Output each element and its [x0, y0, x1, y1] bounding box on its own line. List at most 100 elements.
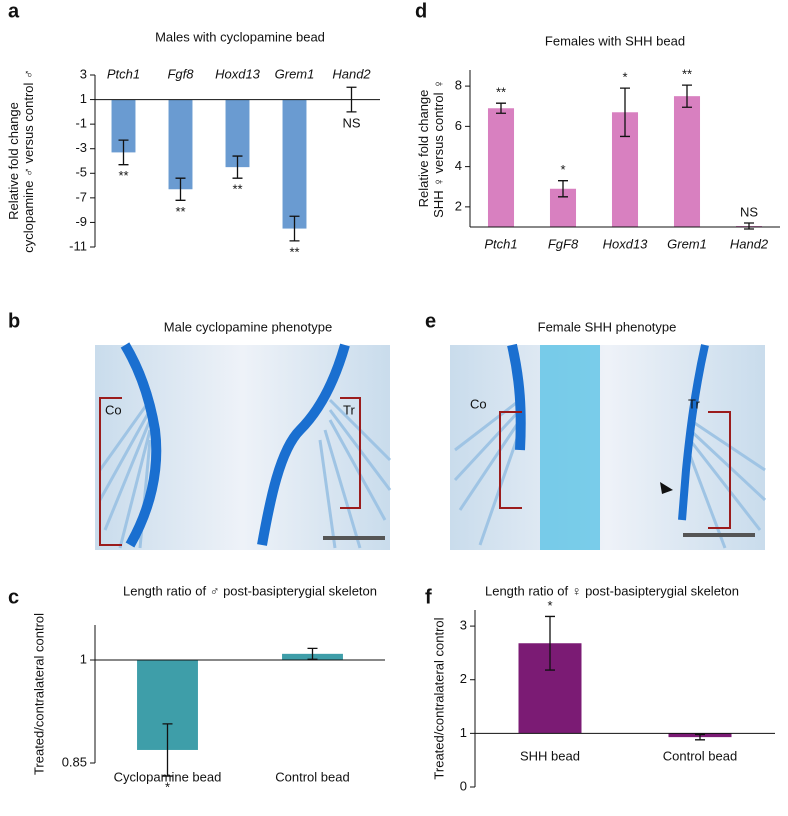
x-tick-label: Hand2 — [332, 66, 371, 81]
bracket — [99, 397, 122, 546]
panel-letter: e — [425, 310, 436, 332]
y-tick-label: 2 — [455, 198, 462, 213]
y-tick-label: -9 — [75, 214, 87, 229]
bone — [120, 342, 162, 548]
x-tick-label: Ptch1 — [107, 66, 140, 81]
y-tick-label: 3 — [460, 618, 467, 633]
chart-title: Length ratio of ♂ post-basipterygial ske… — [123, 583, 377, 598]
bar — [282, 99, 307, 229]
x-tick-label: Grem1 — [275, 66, 315, 81]
error-bar — [558, 180, 568, 198]
y-tick-label: 1 — [80, 91, 87, 106]
y-tick-label: 8 — [455, 78, 462, 93]
y-axis-label: Relative fold change — [6, 102, 21, 220]
error-bar — [289, 215, 300, 242]
photo-label: Tr — [343, 402, 355, 417]
error-bar — [545, 615, 555, 671]
significance-label: ** — [232, 182, 242, 197]
significance-label: * — [622, 70, 627, 85]
x-tick-label: Cyclopamine bead — [114, 769, 222, 784]
significance-label: ** — [289, 244, 299, 259]
y-tick-label: 1 — [80, 651, 87, 666]
photo-label: Co — [470, 396, 487, 411]
y-tick-label: 0 — [460, 778, 467, 793]
x-tick-label: Hoxd13 — [603, 236, 649, 251]
x-tick-label: Control bead — [663, 748, 737, 763]
x-tick-label: Hand2 — [730, 236, 769, 251]
error-bar — [118, 139, 129, 166]
error-bar — [232, 155, 243, 179]
significance-label: NS — [342, 115, 360, 130]
panel-letter: c — [8, 586, 19, 608]
error-bar — [620, 87, 630, 138]
bar — [673, 96, 701, 228]
bracket — [499, 411, 522, 509]
significance-label: NS — [740, 204, 758, 219]
y-axis-label: Treated/contralateral control — [31, 613, 46, 775]
chart-title: Females with SHH bead — [545, 33, 685, 48]
x-tick-label: Hoxd13 — [215, 66, 261, 81]
error-bar — [496, 102, 506, 114]
arrowhead — [660, 482, 673, 494]
error-bar — [162, 723, 173, 777]
y-axis-label: Relative fold change — [416, 90, 431, 208]
significance-label: ** — [175, 204, 185, 219]
panel-letter: b — [8, 310, 20, 332]
y-tick-label: -1 — [75, 116, 87, 131]
y-tick-label: -5 — [75, 165, 87, 180]
bracket — [708, 411, 731, 529]
photo — [450, 345, 765, 550]
error-bar — [695, 733, 705, 741]
y-tick-label: 3 — [80, 66, 87, 81]
photo-label: Tr — [688, 396, 700, 411]
y-tick-label: 0.85 — [62, 754, 87, 769]
panel-letter: f — [425, 586, 432, 608]
spine — [540, 345, 600, 550]
panel-letter: d — [415, 0, 427, 22]
y-tick-label: -11 — [69, 238, 87, 253]
y-axis-label: SHH ♀ versus control ♀ — [431, 79, 446, 218]
chart-title: Length ratio of ♀ post-basipterygial ske… — [485, 583, 739, 598]
significance-label: ** — [682, 67, 692, 82]
x-tick-label: FgF8 — [548, 236, 579, 251]
photo-b: b Male cyclopamine phenotype Co Tr — [8, 310, 392, 550]
bone — [507, 343, 526, 451]
significance-label: * — [165, 779, 170, 794]
y-axis-label: Treated/contralateral control — [431, 617, 446, 779]
x-tick-label: Grem1 — [667, 236, 707, 251]
error-bar — [307, 647, 318, 660]
x-tick-label: Ptch1 — [484, 236, 517, 251]
error-bar — [744, 222, 754, 230]
y-tick-label: -3 — [75, 140, 87, 155]
photo-e: e Female SHH phenotype Co Tr — [425, 310, 767, 550]
y-tick-label: 4 — [455, 158, 462, 173]
x-tick-label: Fgf8 — [167, 66, 194, 81]
bar — [111, 99, 136, 153]
significance-label: * — [547, 598, 552, 613]
chart-title: Males with cyclopamine bead — [155, 29, 325, 44]
bone — [678, 344, 709, 521]
y-tick-label: 6 — [455, 118, 462, 133]
significance-label: ** — [118, 168, 128, 183]
y-tick-label: -7 — [75, 189, 87, 204]
bar — [225, 99, 250, 168]
error-bar — [682, 84, 692, 108]
bone — [257, 343, 350, 546]
significance-label: * — [560, 162, 565, 177]
photo-label: Co — [105, 402, 122, 417]
y-tick-label: 1 — [460, 725, 467, 740]
photo-title: Male cyclopamine phenotype — [164, 319, 332, 334]
y-axis-label: cyclopamine ♂ versus control ♂ — [21, 69, 36, 253]
bar — [487, 108, 515, 227]
bracket — [340, 397, 361, 509]
bar — [168, 99, 193, 190]
error-bar — [175, 177, 186, 201]
y-tick-label: 2 — [460, 671, 467, 686]
x-tick-label: Control bead — [275, 769, 349, 784]
fin-rays — [98, 398, 392, 549]
panel-letter: a — [8, 0, 20, 22]
significance-label: ** — [496, 85, 506, 100]
x-tick-label: SHH bead — [520, 748, 580, 763]
photo-title: Female SHH phenotype — [538, 319, 677, 334]
